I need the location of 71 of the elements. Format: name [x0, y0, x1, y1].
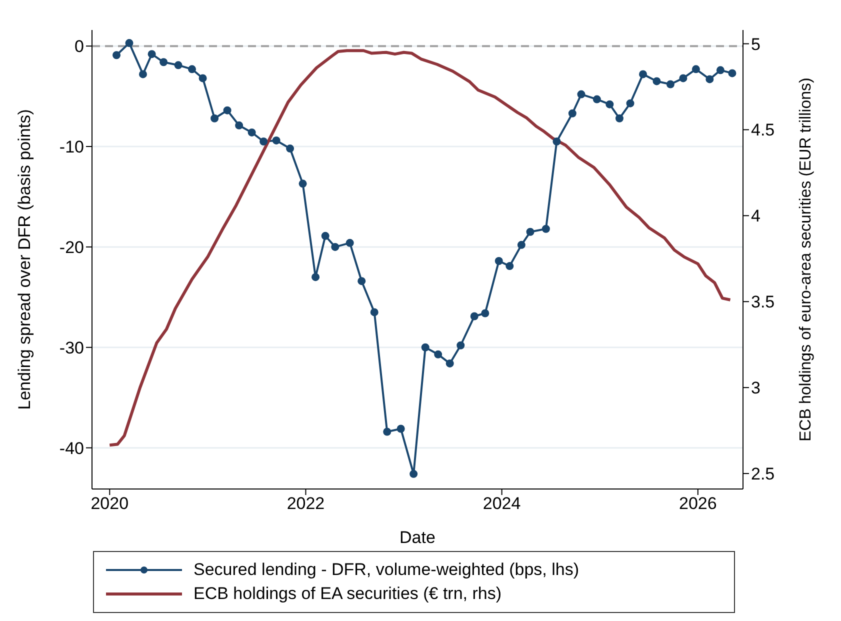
y-tick-label: -30	[59, 338, 84, 358]
point	[210, 114, 219, 122]
point	[248, 128, 256, 136]
x-axis-title: Date	[400, 528, 436, 547]
point	[410, 470, 418, 478]
point	[552, 137, 561, 146]
point	[446, 359, 454, 368]
x-tick-label: 2022	[286, 494, 325, 514]
legend-label: Secured lending - DFR, volume-weighted (bps, lhs)	[194, 560, 580, 580]
y-tick-label: -10	[59, 138, 84, 157]
point	[577, 90, 586, 98]
y2-axis-title: ECB holdings of euro-area securities (EUR trillions)	[798, 78, 815, 442]
point	[346, 238, 354, 247]
point	[370, 308, 378, 316]
point	[188, 65, 196, 74]
point	[286, 144, 294, 153]
point	[321, 232, 330, 240]
point	[592, 95, 601, 104]
point	[174, 61, 182, 70]
y-axis-title: Lending spread over DFR (basis points)	[15, 109, 34, 410]
y2-tick-label: 4.5	[751, 120, 775, 140]
y-tick-label: -40	[59, 438, 84, 458]
x-tick-label: 2020	[90, 494, 129, 514]
point	[331, 242, 340, 251]
legend-label: ECB holdings of EA securities (€ trn, rhs)	[194, 584, 502, 604]
point	[692, 65, 700, 74]
point	[706, 75, 714, 84]
y2-tick-label: 3.5	[751, 292, 775, 312]
point	[223, 106, 232, 114]
point	[638, 70, 647, 78]
point	[421, 343, 430, 352]
point	[679, 74, 688, 82]
y-tick-label: -20	[59, 238, 84, 257]
point	[666, 80, 674, 88]
point	[494, 257, 503, 266]
point	[728, 69, 736, 78]
point	[470, 312, 478, 320]
point	[606, 100, 614, 108]
point	[481, 309, 490, 318]
point	[434, 350, 442, 358]
point	[272, 136, 280, 144]
point	[298, 180, 307, 188]
y2-tick-label: 3	[751, 378, 760, 398]
point	[542, 224, 550, 233]
x-tick-label: 2024	[482, 494, 521, 514]
point	[456, 341, 465, 350]
point	[125, 39, 134, 48]
point	[260, 137, 268, 146]
point	[383, 428, 392, 436]
y-tick-label: 0	[74, 37, 84, 56]
point	[138, 70, 147, 78]
y2-tick-label: 5	[751, 34, 760, 54]
point	[198, 74, 207, 82]
point	[568, 109, 576, 118]
point	[396, 424, 405, 433]
y2-tick-label: 2.5	[751, 464, 775, 484]
point	[148, 50, 156, 58]
point	[160, 58, 168, 66]
point	[235, 121, 244, 130]
point	[358, 277, 366, 286]
y2-tick-label: 4	[751, 206, 760, 226]
point	[615, 114, 624, 122]
point	[626, 99, 634, 108]
point	[517, 240, 526, 249]
point	[112, 51, 121, 60]
point	[716, 66, 724, 74]
point	[652, 77, 661, 86]
point	[312, 273, 320, 282]
point	[506, 262, 514, 270]
point	[526, 228, 534, 236]
x-tick-label: 2026	[678, 494, 717, 514]
